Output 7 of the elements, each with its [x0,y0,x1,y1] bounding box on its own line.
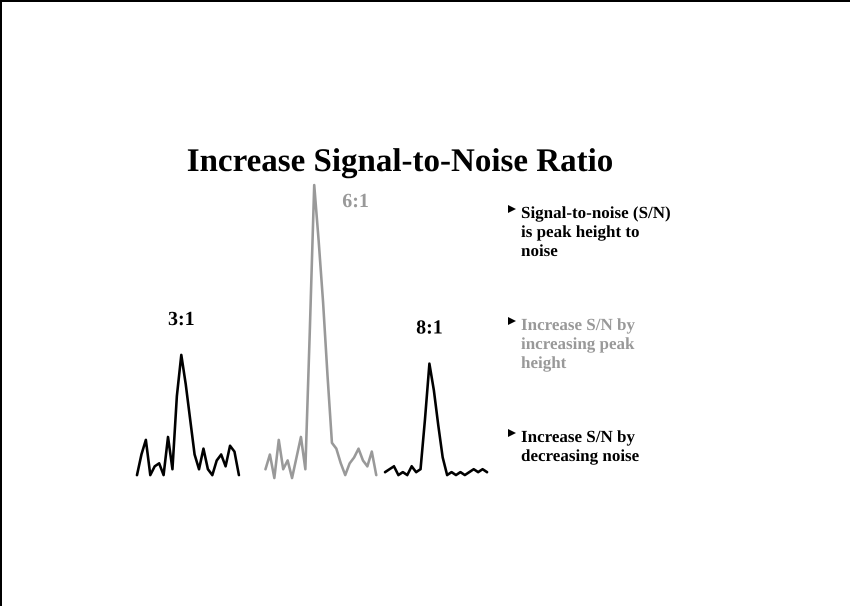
text: Signal-to-noise (S/N) is peak height to noise [521,203,671,260]
series-label: 6:1 [342,190,369,212]
text: Increase S/N by increasing peak height [521,315,636,372]
text: Increase S/N by decreasing noise [521,427,640,465]
series-label: 3:1 [168,308,195,330]
chart-title: Increase Signal-to-Noise Ratio [186,143,614,179]
series-label: 8:1 [416,316,443,339]
